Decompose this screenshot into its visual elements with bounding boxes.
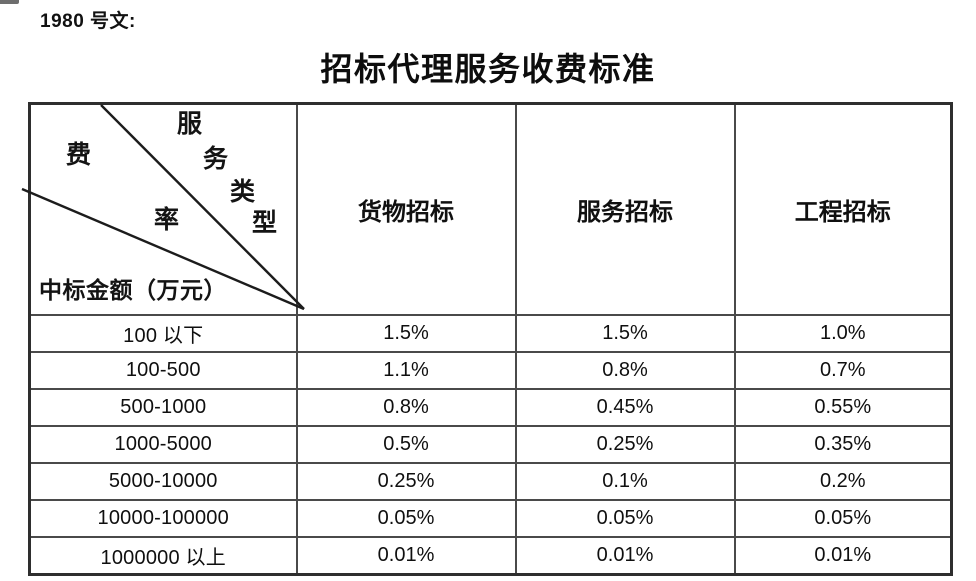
rate-cell: 0.55% (733, 388, 953, 427)
service-type-char: 务 (203, 146, 229, 173)
table-row: 5000-10000 0.25% 0.1% 0.2% (28, 462, 953, 501)
diagonal-lines (21, 104, 305, 311)
rate-cell: 0.01% (733, 536, 953, 576)
rate-cell: 0.25% (514, 425, 736, 464)
table-row: 1000-5000 0.5% 0.25% 0.35% (28, 425, 953, 464)
rate-cell: 0.7% (733, 351, 953, 390)
table-row: 10000-100000 0.05% 0.05% 0.05% (28, 499, 953, 538)
rate-cell: 0.01% (514, 536, 736, 576)
amount-range-cell: 1000000 以上 (28, 536, 298, 576)
rate-cell: 0.05% (514, 499, 736, 538)
table-body: 100 以下 1.5% 1.5% 1.0% 100-500 1.1% 0.8% 0.7% 500… (28, 314, 953, 576)
rate-cell: 0.05% (295, 499, 517, 538)
header-row: 服 务 类 型 费 率 中标金额（万元） 货物招标 服务招标 工程招标 (21, 102, 953, 316)
service-type-char: 类 (230, 179, 256, 206)
table-row: 500-1000 0.8% 0.45% 0.55% (28, 388, 953, 427)
amount-range-cell: 100 以下 (28, 314, 298, 353)
screen-edge-artifact (0, 0, 19, 4)
rate-cell: 0.1% (514, 462, 736, 501)
fee-standard-table: 服 务 类 型 费 率 中标金额（万元） 货物招标 服务招标 工程招标 100 … (21, 102, 953, 576)
service-type-char: 型 (252, 210, 278, 237)
rate-cell: 0.25% (295, 462, 517, 501)
amount-range-cell: 500-1000 (28, 388, 298, 427)
page-title: 招标代理服务收费标准 (320, 51, 656, 87)
column-header-engineering: 工程招标 (733, 102, 953, 316)
rate-cell: 0.8% (295, 388, 517, 427)
fee-rate-char: 费 (66, 142, 92, 169)
column-header-goods: 货物招标 (295, 102, 517, 316)
column-header-service: 服务招标 (514, 102, 736, 316)
rate-cell: 1.0% (733, 314, 953, 353)
amount-range-cell: 10000-100000 (28, 499, 298, 538)
rate-cell: 0.45% (514, 388, 736, 427)
rate-cell: 1.5% (514, 314, 736, 353)
table-row: 100-500 1.1% 0.8% 0.7% (28, 351, 953, 390)
rate-cell: 1.1% (295, 351, 517, 390)
service-type-char: 服 (177, 111, 203, 138)
rate-cell: 0.2% (733, 462, 953, 501)
fee-rate-char: 率 (154, 207, 180, 234)
rate-cell: 0.01% (295, 536, 517, 576)
rate-cell: 1.5% (295, 314, 517, 353)
amount-range-cell: 5000-10000 (28, 462, 298, 501)
rate-cell: 0.5% (295, 425, 517, 464)
rate-cell: 0.8% (514, 351, 736, 390)
amount-range-cell: 100-500 (28, 351, 298, 390)
rate-cell: 0.05% (733, 499, 953, 538)
table-row: 100 以下 1.5% 1.5% 1.0% (28, 314, 953, 353)
rate-cell: 0.35% (733, 425, 953, 464)
diagonal-header: 服 务 类 型 费 率 中标金额（万元） (21, 104, 305, 314)
amount-axis-label: 中标金额（万元） (39, 278, 227, 303)
table-row: 1000000 以上 0.01% 0.01% 0.01% (28, 536, 953, 576)
document-ref-label: 1980 号文: (40, 11, 136, 32)
amount-range-cell: 1000-5000 (28, 425, 298, 464)
diagonal-corner-cell: 服 务 类 型 费 率 中标金额（万元） (21, 102, 305, 316)
